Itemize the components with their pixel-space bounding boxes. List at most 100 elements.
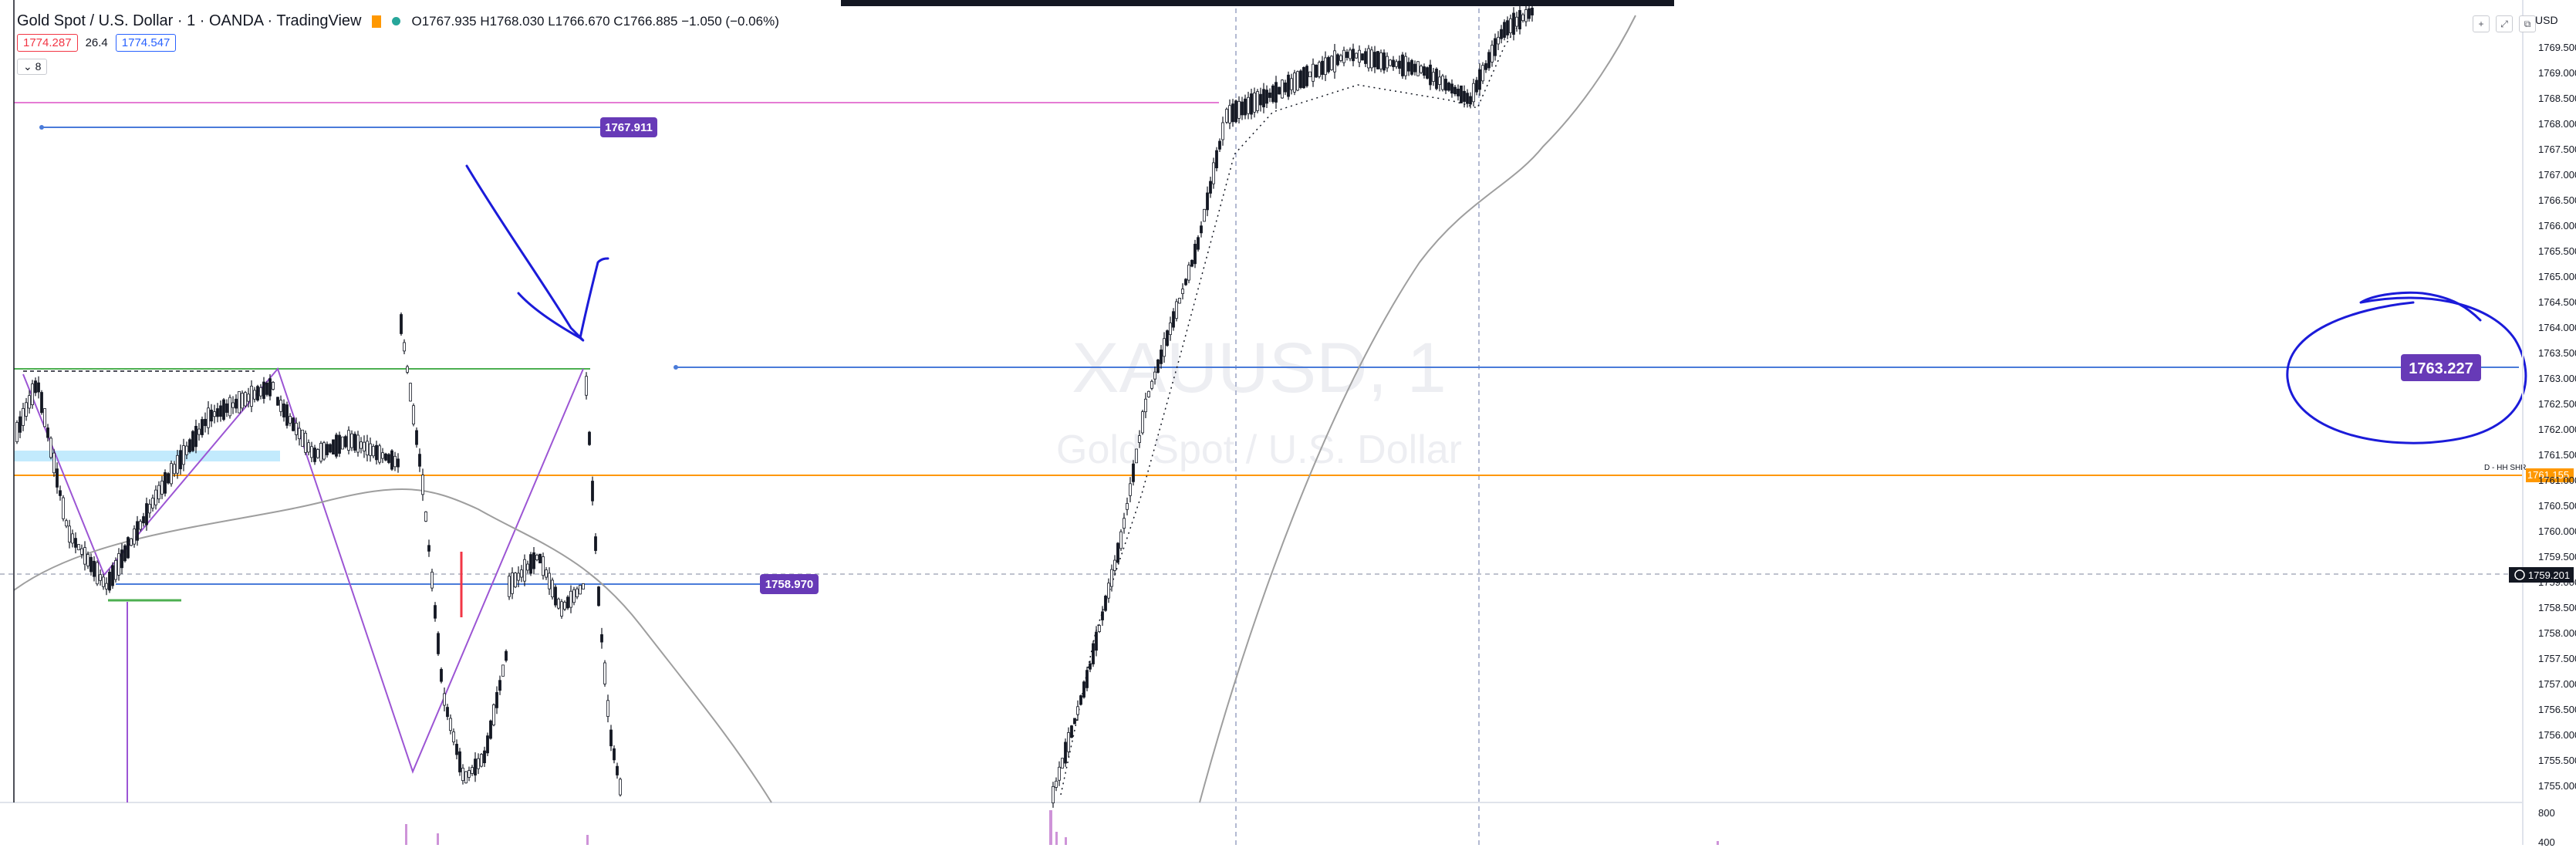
candle-body — [338, 434, 341, 454]
price-tick: 1757.500 — [2538, 653, 2576, 664]
candle-body — [461, 768, 464, 782]
maximize-icon[interactable]: ⤢ — [2496, 15, 2513, 32]
candle-body — [424, 511, 427, 522]
candle-body — [1376, 51, 1379, 69]
candle-body — [1058, 766, 1061, 781]
level-label-1763227[interactable] — [2401, 354, 2481, 381]
candle-body — [1447, 83, 1450, 91]
candle-body — [130, 538, 133, 546]
candle-body — [1193, 243, 1197, 265]
candle-body — [591, 481, 594, 502]
candle-body — [535, 555, 538, 560]
candle-body — [1061, 758, 1064, 769]
candle-body — [204, 418, 207, 427]
candle-body — [1506, 20, 1509, 35]
candle-body — [31, 383, 34, 406]
range-box[interactable] — [14, 451, 280, 461]
candle-body — [62, 497, 65, 519]
level-anchor-2[interactable] — [674, 365, 678, 370]
candle-body — [498, 680, 501, 691]
candle-body — [1135, 448, 1138, 464]
candle-body — [606, 700, 609, 717]
candle-body — [65, 520, 68, 527]
hand-drawn-arrow[interactable] — [465, 164, 609, 342]
pattern-lines[interactable] — [22, 367, 584, 774]
candle-body — [1450, 83, 1453, 94]
candle-body — [1200, 225, 1203, 234]
candle-body — [1256, 91, 1259, 111]
candle-body — [1160, 350, 1163, 364]
candle-body — [430, 572, 434, 589]
candle-body — [403, 342, 406, 352]
candle-body — [244, 392, 247, 407]
price-tick: 1764.500 — [2538, 296, 2576, 308]
candle-body — [1107, 583, 1110, 599]
candle-body — [616, 765, 619, 775]
candle-body — [326, 444, 329, 455]
candle-body — [1089, 663, 1092, 670]
candle-body — [483, 750, 486, 764]
candle-body — [1407, 62, 1410, 72]
candle-body — [1293, 73, 1296, 93]
candle-body — [418, 454, 421, 467]
candle-body — [458, 751, 461, 772]
candle-body — [1481, 65, 1484, 82]
candle-body — [247, 394, 250, 402]
ask-button[interactable]: 1774.547 — [115, 34, 177, 52]
candle-body — [1067, 731, 1070, 752]
hand-drawn-circle[interactable] — [2286, 291, 2527, 444]
level-text-1763227: 1763.227 — [2409, 360, 2473, 377]
price-tick: 1765.500 — [2538, 245, 2576, 257]
candle-body — [222, 399, 225, 421]
candle-body — [1367, 48, 1370, 69]
candle-body — [471, 767, 474, 774]
restore-icon[interactable]: ⧉ — [2519, 15, 2536, 32]
add-icon[interactable]: + — [2473, 15, 2490, 32]
symbol-title[interactable]: Gold Spot / U.S. Dollar · 1 · OANDA · Tr… — [17, 12, 362, 29]
candle-body — [366, 441, 369, 456]
bid-button[interactable]: 1774.287 — [17, 34, 78, 52]
candle-body — [1361, 53, 1364, 61]
price-tick: 1759.500 — [2538, 551, 2576, 563]
candle-body — [93, 560, 96, 577]
candle-body — [1079, 695, 1082, 705]
candle-body — [1524, 9, 1528, 22]
candle-body — [1129, 483, 1132, 496]
candle-body — [1085, 670, 1089, 688]
candle-body — [83, 547, 86, 565]
candle-body — [1429, 64, 1432, 86]
candle-body — [1484, 63, 1487, 70]
candle-body — [489, 720, 492, 739]
level-anchor-1[interactable] — [39, 125, 44, 130]
candle-body — [207, 407, 210, 428]
indicator-toggle[interactable]: ⌄ 8 — [17, 59, 48, 75]
candle-body — [452, 731, 455, 742]
level-label-1767911[interactable] — [600, 117, 657, 137]
candle-body — [1284, 82, 1287, 93]
candle-body — [477, 758, 480, 769]
candle-body — [563, 602, 566, 610]
price-tick: 1755.000 — [2538, 780, 2576, 792]
price-tick: 1763.000 — [2538, 373, 2576, 384]
currency-label[interactable]: USD — [2535, 14, 2558, 26]
candle-body — [1278, 86, 1281, 95]
candle-body — [406, 366, 409, 373]
candle-body — [179, 450, 182, 470]
candle-body — [1352, 49, 1355, 62]
candle-body — [619, 779, 622, 796]
candle-body — [1475, 79, 1478, 93]
candle-body — [1491, 45, 1494, 63]
candle-body — [1187, 265, 1190, 281]
candle-body — [68, 525, 71, 543]
price-tick: 1756.000 — [2538, 729, 2576, 741]
candle-body — [1441, 76, 1444, 90]
price-tick: 1761.000 — [2538, 475, 2576, 486]
candle-body — [265, 382, 268, 395]
candle-body — [216, 408, 219, 417]
candle-body — [347, 430, 350, 451]
candle-body — [387, 454, 390, 463]
level-label-1758970[interactable] — [760, 574, 819, 594]
candle-body — [1457, 88, 1460, 96]
candle-body — [256, 386, 259, 400]
